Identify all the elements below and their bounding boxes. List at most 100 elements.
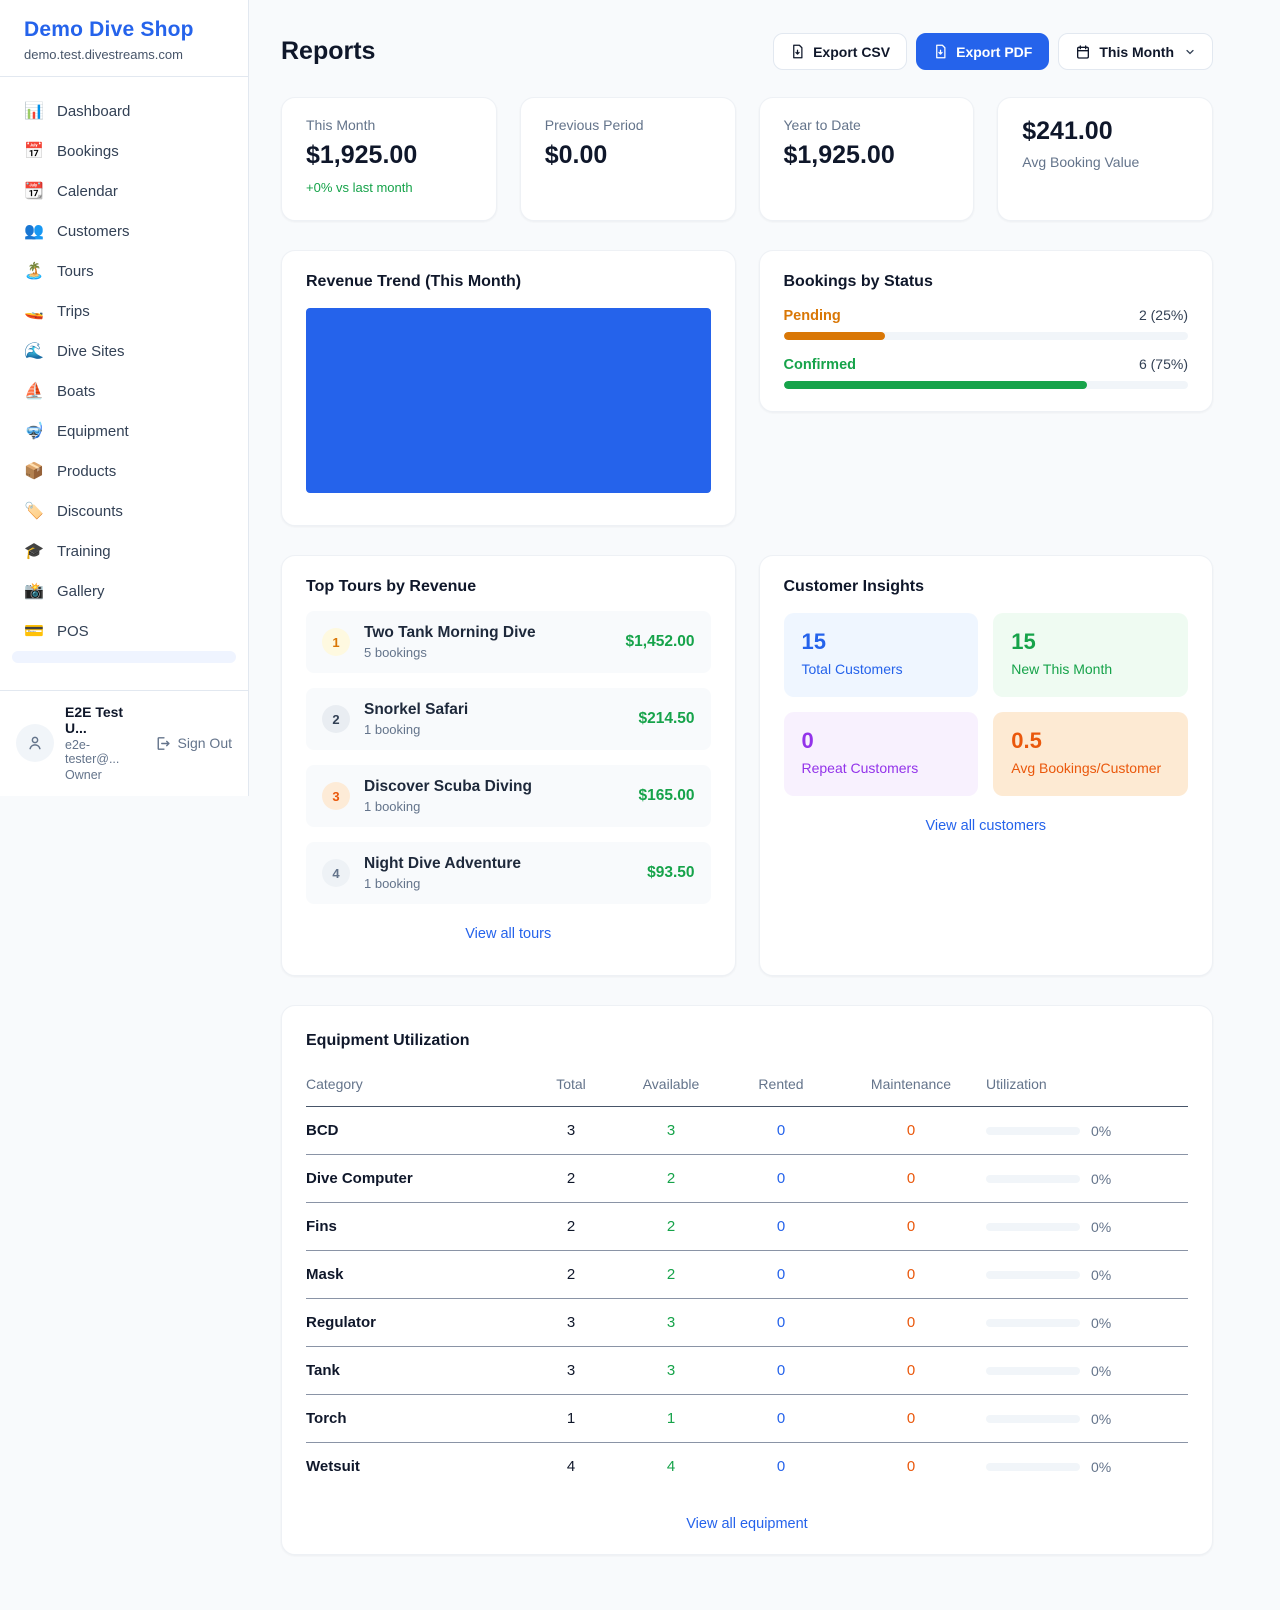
sidebar-item-products[interactable]: 📦 Products xyxy=(12,451,236,491)
top-tours-title: Top Tours by Revenue xyxy=(306,578,477,595)
sidebar-item-label: Equipment xyxy=(57,422,129,440)
sidebar-item-label: Customers xyxy=(57,222,130,240)
equipment-utilization-title: Equipment Utilization xyxy=(306,1032,470,1049)
stat-card-avg-booking-value: $241.00 Avg Booking Value xyxy=(997,97,1213,221)
bookings-by-status-title: Bookings by Status xyxy=(783,273,933,290)
tour-row: 2 Snorkel Safari 1 booking $214.50 xyxy=(306,688,711,750)
status-row-confirmed: Confirmed 6 (75%) xyxy=(783,356,1188,389)
user-email: e2e-tester@... xyxy=(65,738,120,766)
sidebar-item-customers[interactable]: 👥 Customers xyxy=(12,211,236,251)
equipment-table: Category Total Available Rented Maintena… xyxy=(306,1068,1188,1490)
user-role: Owner xyxy=(65,768,102,782)
rank-badge: 1 xyxy=(322,628,350,656)
sidebar-item-label: Dashboard xyxy=(57,102,131,120)
sidebar-item-calendar[interactable]: 📆 Calendar xyxy=(12,171,236,211)
view-all-equipment-link[interactable]: View all equipment xyxy=(686,1516,808,1532)
sidebar-item-equipment[interactable]: 🤿 Equipment xyxy=(12,411,236,451)
bookings-by-status-card: Bookings by Status Pending 2 (25%) Confi… xyxy=(758,250,1213,412)
brand: Demo Dive Shop demo.test.divestreams.com xyxy=(0,0,248,77)
rank-badge: 4 xyxy=(322,859,350,887)
table-row: Mask 2 2 0 0 0% xyxy=(306,1250,1188,1299)
file-icon xyxy=(936,44,946,59)
sidebar-item-boats[interactable]: ⛵ Boats xyxy=(12,371,236,411)
equipment-icon: 🤿 xyxy=(24,423,44,440)
rank-badge: 2 xyxy=(322,705,350,733)
utilization-bar xyxy=(986,1126,1080,1135)
view-all-customers-link[interactable]: View all customers xyxy=(925,818,1047,834)
sidebar-item-tours[interactable]: 🏝️ Tours xyxy=(12,251,236,291)
sidebar-item-pos[interactable]: 💳 POS xyxy=(12,611,236,651)
table-row: BCD 3 3 0 0 0% xyxy=(306,1106,1188,1155)
boats-icon: ⛵ xyxy=(24,383,44,400)
customers-icon: 👥 xyxy=(24,223,44,240)
sidebar-item-bookings[interactable]: 📅 Bookings xyxy=(12,131,236,171)
sidebar-item-label: POS xyxy=(57,622,89,640)
tours-icon: 🏝️ xyxy=(24,263,44,280)
calendar-icon xyxy=(1077,44,1090,59)
sign-out-icon xyxy=(157,736,170,750)
sidebar-item-gallery[interactable]: 📸 Gallery xyxy=(12,571,236,611)
dive-sites-icon: 🌊 xyxy=(24,343,44,360)
utilization-bar xyxy=(986,1174,1080,1183)
discounts-icon: 🏷️ xyxy=(24,503,44,520)
table-row: Torch 1 1 0 0 0% xyxy=(306,1394,1188,1443)
insight-tile-repeat-customers: 0 Repeat Customers xyxy=(783,712,979,796)
export-csv-button[interactable]: Export CSV xyxy=(773,33,908,70)
tour-row: 4 Night Dive Adventure 1 booking $93.50 xyxy=(306,842,711,904)
sidebar-item-label: Trips xyxy=(57,302,90,320)
rank-badge: 3 xyxy=(322,782,350,810)
main-content: Reports Export CSV Export PDF This Month xyxy=(249,0,1245,1555)
view-all-tours-link[interactable]: View all tours xyxy=(465,926,552,942)
pending-progress-bar xyxy=(783,332,1188,340)
utilization-bar xyxy=(986,1270,1080,1279)
sidebar-item-partial-highlight xyxy=(12,651,236,663)
status-row-pending: Pending 2 (25%) xyxy=(783,307,1188,340)
insight-tile-total-customers: 15 Total Customers xyxy=(783,613,979,697)
revenue-trend-card: Revenue Trend (This Month) xyxy=(281,250,736,526)
utilization-bar xyxy=(986,1318,1080,1327)
table-row: Tank 3 3 0 0 0% xyxy=(306,1346,1188,1395)
utilization-bar xyxy=(986,1222,1080,1231)
sidebar-item-label: Boats xyxy=(57,382,96,400)
sidebar-item-label: Dive Sites xyxy=(57,342,125,360)
table-row: Regulator 3 3 0 0 0% xyxy=(306,1298,1188,1347)
confirmed-progress-bar xyxy=(783,381,1188,389)
sidebar-item-label: Gallery xyxy=(57,582,105,600)
sidebar-nav: 📊 Dashboard 📅 Bookings 📆 Calendar 👥 Customer… xyxy=(0,77,248,690)
sidebar-item-label: Calendar xyxy=(57,182,118,200)
file-icon xyxy=(793,44,803,59)
period-dropdown[interactable]: This Month xyxy=(1058,33,1213,70)
top-tours-card: Top Tours by Revenue 1 Two Tank Morning … xyxy=(281,555,736,976)
stat-card-this-month: This Month $1,925.00 +0% vs last month xyxy=(281,97,497,221)
insight-tile-new-this-month: 15 New This Month xyxy=(993,613,1188,697)
tour-row: 1 Two Tank Morning Dive 5 bookings $1,45… xyxy=(306,611,711,673)
gallery-icon: 📸 xyxy=(24,583,44,600)
shop-name: Demo Dive Shop xyxy=(24,18,194,41)
sidebar-item-label: Training xyxy=(57,542,111,560)
sidebar-item-dive-sites[interactable]: 🌊 Dive Sites xyxy=(12,331,236,371)
avatar xyxy=(16,724,54,762)
user-icon xyxy=(29,736,41,750)
table-header-row: Category Total Available Rented Maintena… xyxy=(306,1068,1188,1107)
page-title: Reports xyxy=(281,37,376,65)
sidebar-item-dashboard[interactable]: 📊 Dashboard xyxy=(12,91,236,131)
export-pdf-button[interactable]: Export PDF xyxy=(916,33,1050,70)
calendar-icon: 📆 xyxy=(24,183,44,200)
products-icon: 📦 xyxy=(24,463,44,480)
stat-delta: +0% vs last month xyxy=(306,180,413,195)
revenue-trend-chart xyxy=(306,308,711,493)
sidebar-item-training[interactable]: 🎓 Training xyxy=(12,531,236,571)
sidebar-item-trips[interactable]: 🚤 Trips xyxy=(12,291,236,331)
table-row: Wetsuit 4 4 0 0 0% xyxy=(306,1458,1112,1475)
sidebar-item-discounts[interactable]: 🏷️ Discounts xyxy=(12,491,236,531)
page-header: Reports Export CSV Export PDF This Month xyxy=(281,33,1213,70)
shop-domain: demo.test.divestreams.com xyxy=(24,47,183,62)
pos-icon: 💳 xyxy=(24,623,44,640)
insight-tile-avg-bookings: 0.5 Avg Bookings/Customer xyxy=(993,712,1188,796)
bookings-icon: 📅 xyxy=(24,143,44,160)
sidebar-item-label: Products xyxy=(57,462,117,480)
table-row: Fins 2 2 0 0 0% xyxy=(306,1202,1188,1251)
sign-out-button[interactable]: Sign Out xyxy=(154,735,232,752)
utilization-bar xyxy=(986,1414,1080,1423)
utilization-bar xyxy=(986,1462,1080,1471)
